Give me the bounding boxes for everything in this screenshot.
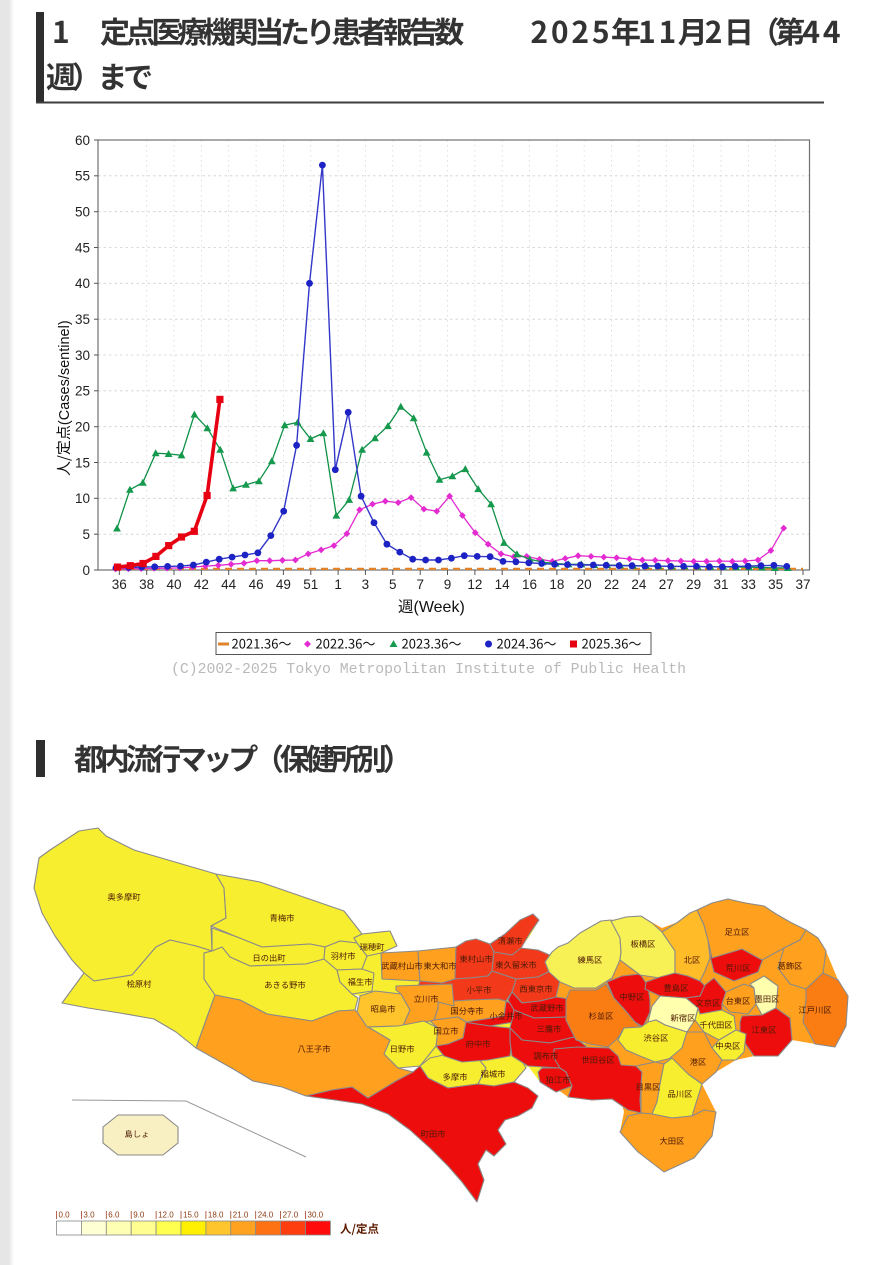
svg-text:12.0: 12.0 [158, 1211, 174, 1220]
svg-text:30: 30 [75, 348, 90, 363]
svg-text:38: 38 [139, 577, 154, 592]
svg-text:1: 1 [334, 577, 342, 592]
svg-text:20: 20 [75, 420, 90, 435]
svg-text:5: 5 [389, 577, 397, 592]
svg-text:36: 36 [112, 577, 127, 592]
svg-text:5: 5 [82, 527, 90, 542]
svg-text:6.0: 6.0 [108, 1211, 120, 1220]
svg-text:12: 12 [467, 577, 482, 592]
svg-text:27: 27 [659, 577, 674, 592]
svg-text:30.0: 30.0 [308, 1211, 324, 1220]
svg-text:(Week): (Week) [414, 599, 465, 616]
svg-text:29: 29 [686, 577, 701, 592]
svg-text:7: 7 [416, 577, 424, 592]
svg-text:37: 37 [795, 577, 810, 592]
svg-text:14: 14 [495, 577, 511, 592]
svg-text:3: 3 [362, 577, 370, 592]
svg-text:46: 46 [249, 577, 264, 592]
svg-text:18.0: 18.0 [208, 1211, 224, 1220]
svg-text:31: 31 [713, 577, 728, 592]
svg-text:50: 50 [75, 205, 90, 220]
svg-text:0.0: 0.0 [59, 1211, 71, 1220]
svg-text:40: 40 [75, 276, 90, 291]
svg-text:51: 51 [303, 577, 318, 592]
svg-text:45: 45 [75, 240, 90, 255]
svg-text:22: 22 [604, 577, 619, 592]
svg-text:33: 33 [741, 577, 756, 592]
svg-text:15.0: 15.0 [183, 1211, 199, 1220]
svg-text:27.0: 27.0 [283, 1211, 299, 1220]
svg-text:49: 49 [276, 577, 291, 592]
svg-text:40: 40 [166, 577, 181, 592]
svg-text:0: 0 [82, 563, 90, 578]
svg-text:55: 55 [75, 169, 90, 184]
svg-text:20: 20 [577, 577, 592, 592]
svg-text:10: 10 [75, 491, 90, 506]
svg-text:24.0: 24.0 [258, 1211, 274, 1220]
svg-text:9.0: 9.0 [133, 1211, 145, 1220]
svg-text:42: 42 [194, 577, 209, 592]
svg-text:24: 24 [631, 577, 647, 592]
svg-text:44: 44 [221, 577, 237, 592]
svg-text:15: 15 [75, 455, 90, 470]
svg-text:35: 35 [75, 312, 90, 327]
svg-text:21.0: 21.0 [233, 1211, 249, 1220]
svg-text:18: 18 [549, 577, 564, 592]
svg-text:60: 60 [75, 133, 90, 148]
svg-text:35: 35 [768, 577, 783, 592]
svg-text:9: 9 [444, 577, 452, 592]
svg-text:(Cases/sentinel): (Cases/sentinel) [57, 320, 73, 425]
svg-text:(C)2002-2025 Tokyo Metropolita: (C)2002-2025 Tokyo Metropolitan Institut… [171, 662, 686, 678]
svg-text:25: 25 [75, 384, 90, 399]
svg-text:16: 16 [522, 577, 537, 592]
svg-text:3.0: 3.0 [83, 1211, 95, 1220]
